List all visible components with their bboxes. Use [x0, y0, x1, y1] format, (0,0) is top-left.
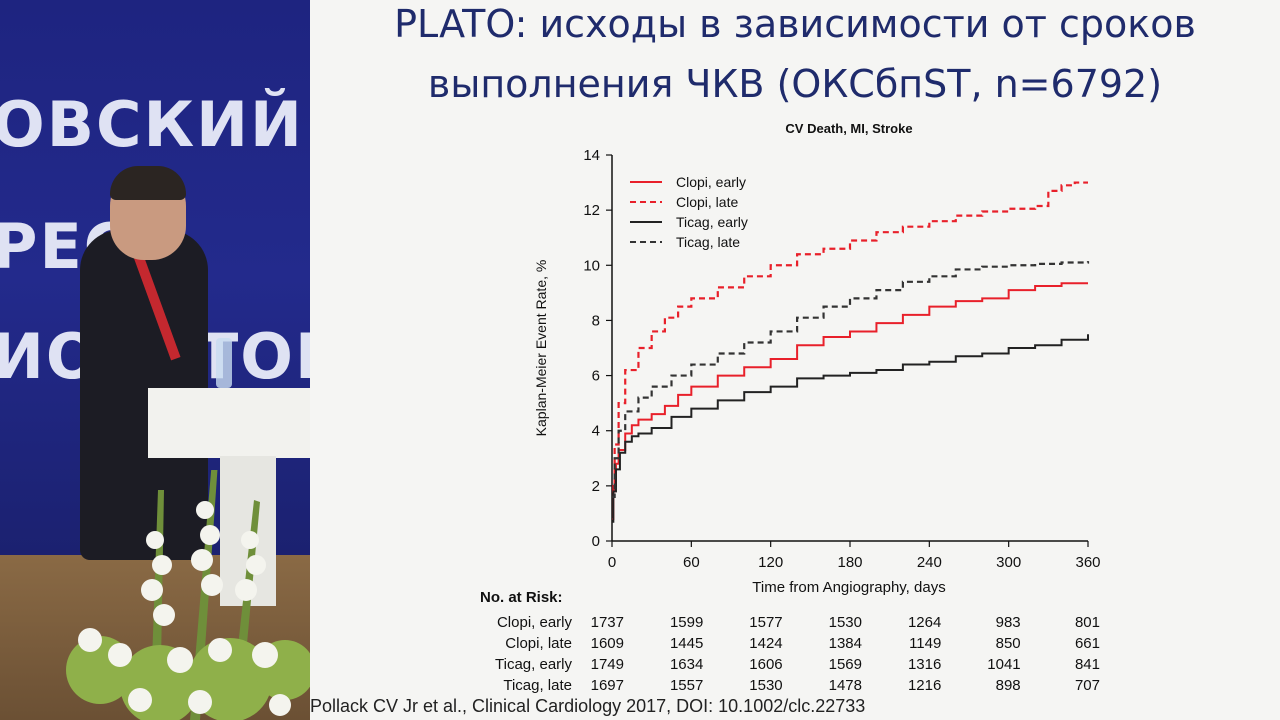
risk-cell: 1530 — [749, 677, 782, 694]
risk-cell: 1445 — [670, 635, 703, 652]
risk-cell: 1384 — [829, 635, 862, 652]
series-line-1 — [612, 181, 1088, 493]
risk-cell: 801 — [1075, 614, 1100, 631]
citation: Pollack CV Jr et al., Clinical Cardiolog… — [310, 696, 866, 716]
x-axis-label: Time from Angiography, days — [752, 579, 945, 596]
risk-row-label: Clopi, late — [505, 635, 572, 652]
x-tick-label: 60 — [683, 554, 700, 571]
legend-label-0: Clopi, early — [676, 174, 746, 190]
x-tick-label: 300 — [996, 554, 1021, 571]
banner-text-line4: ТОВ — [196, 320, 310, 393]
y-tick-label: 14 — [583, 147, 600, 164]
series-line-2 — [612, 334, 1089, 523]
risk-cell: 1264 — [908, 614, 941, 631]
risk-cell: 983 — [996, 614, 1021, 631]
legend-label-2: Ticag, early — [676, 214, 748, 230]
x-tick-label: 240 — [917, 554, 942, 571]
risk-cell: 1216 — [908, 677, 941, 694]
y-tick-label: 10 — [583, 257, 600, 274]
risk-cell: 1569 — [829, 656, 862, 673]
kaplan-meier-chart: CV Death, MI, Stroke 0 2 4 6 8 10 12 14 0 60 120 18… — [480, 121, 1101, 694]
y-tick-label: 8 — [592, 312, 600, 329]
risk-cell: 707 — [1075, 677, 1100, 694]
series-line-0 — [612, 282, 1088, 520]
risk-table-header: No. at Risk: — [480, 589, 563, 606]
slide-title-line2: выполнения ЧКВ (ОКСбпST, n=6792) — [427, 62, 1163, 106]
flower-arrangement — [66, 470, 310, 720]
risk-cell: 1606 — [749, 656, 782, 673]
risk-cell: 1697 — [591, 677, 624, 694]
risk-cell: 850 — [996, 635, 1021, 652]
x-tick-label: 0 — [608, 554, 616, 571]
water-bottle — [216, 338, 232, 388]
risk-cell: 1557 — [670, 677, 703, 694]
risk-cell: 1316 — [908, 656, 941, 673]
x-tick-label: 180 — [837, 554, 862, 571]
legend-label-3: Ticag, late — [676, 234, 740, 250]
risk-cell: 898 — [996, 677, 1021, 694]
y-tick-label: 0 — [592, 533, 600, 550]
risk-cell: 1599 — [670, 614, 703, 631]
risk-row-label: Ticag, early — [495, 656, 572, 673]
x-tick-label: 120 — [758, 554, 783, 571]
y-tick-label: 4 — [592, 423, 600, 440]
x-tick-label: 360 — [1075, 554, 1100, 571]
y-tick-label: 12 — [583, 202, 600, 219]
risk-cell: 1577 — [749, 614, 782, 631]
series-line-3 — [612, 261, 1090, 498]
y-axis-label: Kaplan-Meier Event Rate, % — [533, 260, 549, 437]
risk-cell: 1634 — [670, 656, 703, 673]
chart-title: CV Death, MI, Stroke — [785, 121, 912, 136]
risk-cell: 1737 — [591, 614, 624, 631]
speaker-hair — [110, 166, 186, 200]
slide: PLATO: исходы в зависимости от сроков вы… — [310, 0, 1280, 720]
risk-cell: 1749 — [591, 656, 624, 673]
risk-cell: 1424 — [749, 635, 782, 652]
speaker-photo: ОВСКИЙ РЕС ИО ТОВ — [0, 0, 310, 720]
risk-cell: 1478 — [829, 677, 862, 694]
y-tick-label: 6 — [592, 368, 600, 385]
risk-cell: 661 — [1075, 635, 1100, 652]
risk-cell: 1530 — [829, 614, 862, 631]
risk-cell: 841 — [1075, 656, 1100, 673]
risk-cell: 1041 — [987, 656, 1020, 673]
risk-row-label: Clopi, early — [497, 614, 573, 631]
slide-title-line1: PLATO: исходы в зависимости от сроков — [394, 2, 1196, 46]
podium — [148, 388, 310, 458]
legend-label-1: Clopi, late — [676, 194, 738, 210]
risk-row-label: Ticag, late — [503, 677, 572, 694]
y-tick-label: 2 — [592, 478, 600, 495]
risk-cell: 1149 — [909, 635, 941, 652]
risk-cell: 1609 — [591, 635, 624, 652]
banner-text-line1: ОВСКИЙ — [0, 88, 304, 161]
